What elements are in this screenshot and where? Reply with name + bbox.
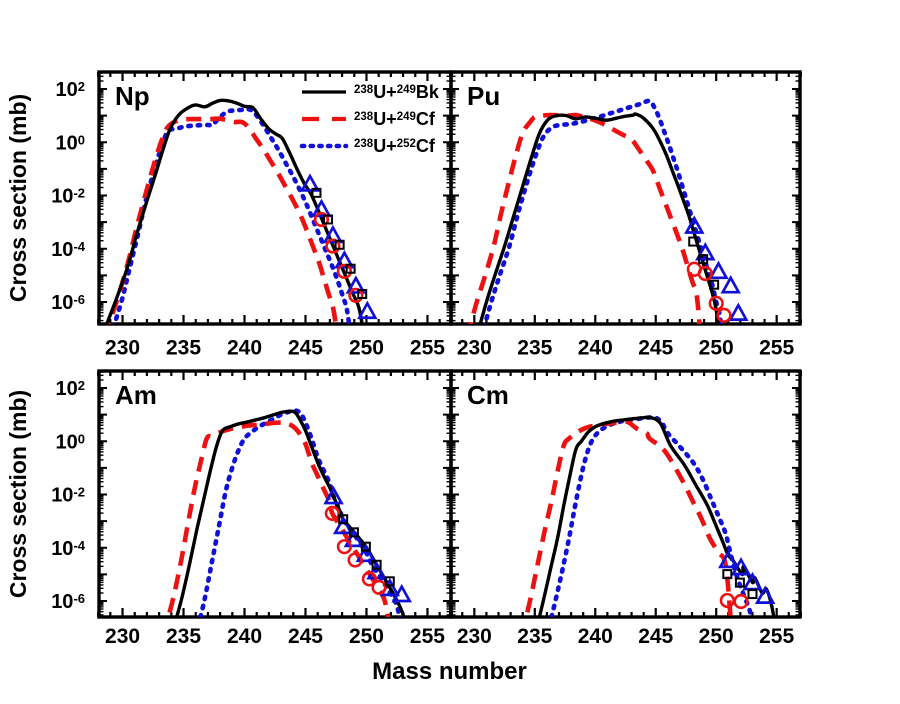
svg-text:230: 230	[457, 625, 492, 648]
svg-text:Mass number: Mass number	[372, 658, 527, 685]
svg-text:Np: Np	[115, 81, 150, 111]
svg-text:250: 250	[349, 337, 384, 360]
svg-text:Cross section (mb): Cross section (mb)	[5, 390, 31, 598]
svg-text:240: 240	[227, 625, 262, 648]
svg-text:245: 245	[288, 337, 323, 360]
svg-text:Cm: Cm	[467, 380, 509, 410]
svg-text:250: 250	[349, 625, 384, 648]
svg-text:Am: Am	[115, 380, 157, 410]
svg-text:235: 235	[517, 625, 552, 648]
svg-text:250: 250	[699, 337, 734, 360]
svg-text:Cross section (mb): Cross section (mb)	[5, 94, 31, 302]
svg-text:235: 235	[166, 625, 201, 648]
svg-text:230: 230	[105, 337, 140, 360]
svg-text:240: 240	[578, 337, 613, 360]
svg-text:255: 255	[759, 337, 794, 360]
svg-text:250: 250	[699, 625, 734, 648]
svg-text:245: 245	[638, 337, 673, 360]
svg-text:Pu: Pu	[467, 81, 500, 111]
svg-text:255: 255	[410, 625, 445, 648]
svg-text:245: 245	[288, 625, 323, 648]
svg-text:235: 235	[166, 337, 201, 360]
svg-text:235: 235	[517, 337, 552, 360]
svg-text:255: 255	[410, 337, 445, 360]
svg-text:240: 240	[578, 625, 613, 648]
svg-text:245: 245	[638, 625, 673, 648]
svg-text:255: 255	[759, 625, 794, 648]
svg-text:230: 230	[105, 625, 140, 648]
svg-text:240: 240	[227, 337, 262, 360]
svg-text:230: 230	[457, 337, 492, 360]
